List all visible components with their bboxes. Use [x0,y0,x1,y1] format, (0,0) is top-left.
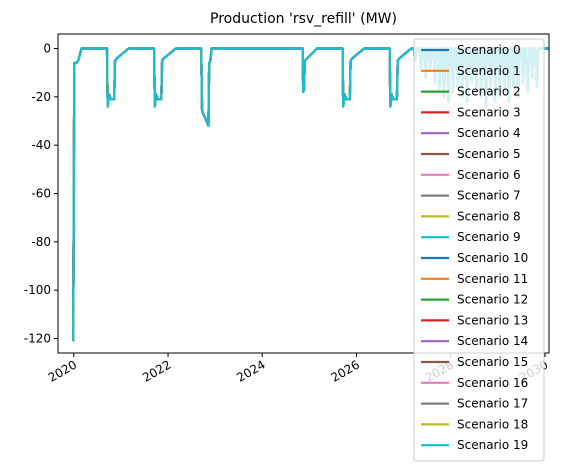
chart-legend: Scenario 0 Scenario 1 Scenario 2 Scenario 3… [413,38,545,462]
x-tick-label: 2020 [46,357,79,384]
legend-label: Scenario 16 [457,376,528,390]
legend-label: Scenario 8 [457,209,521,223]
legend-label: Scenario 5 [457,147,521,161]
legend-label: Scenario 2 [457,85,521,99]
y-tick-label: -100 [24,283,51,297]
legend-box [413,38,545,462]
legend-label: Scenario 3 [457,105,521,119]
legend-label: Scenario 4 [457,126,521,140]
y-tick-label: -80 [31,235,51,249]
legend-label: Scenario 12 [457,293,528,307]
y-tick-label: -40 [31,138,51,152]
legend-label: Scenario 15 [457,355,528,369]
legend-label: Scenario 13 [457,313,528,327]
legend-label: Scenario 1 [457,64,521,78]
legend-label: Scenario 9 [457,230,521,244]
y-tick-label: -20 [31,90,51,104]
legend-label: Scenario 18 [457,417,528,431]
legend-label: Scenario 7 [457,189,521,203]
y-tick-label: -60 [31,187,51,201]
legend-label: Scenario 6 [457,168,521,182]
chart-title: Production 'rsv_refill' (MW) [210,11,397,27]
y-tick-label: 0 [43,42,51,56]
legend-label: Scenario 10 [457,251,528,265]
legend-label: Scenario 19 [457,438,528,452]
legend-label: Scenario 14 [457,334,528,348]
y-tick-label: -120 [24,332,51,346]
x-tick-label: 2024 [234,357,267,384]
legend-label: Scenario 11 [457,272,528,286]
x-tick-label: 2026 [329,357,362,384]
legend-label: Scenario 0 [457,43,521,57]
legend-label: Scenario 17 [457,397,528,411]
x-tick-label: 2022 [140,357,173,384]
